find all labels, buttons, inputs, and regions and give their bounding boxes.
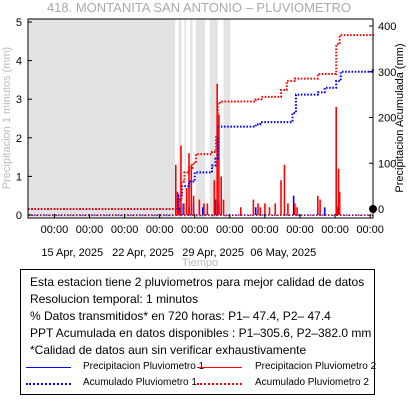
legend-label-p1-bar: Precipitacion Pluviometro 1 bbox=[83, 361, 205, 372]
left-tick-label: 2 bbox=[16, 133, 22, 145]
info-line-3: % Datos transmitidos* en 720 horas: P1– … bbox=[30, 309, 331, 323]
ylabel-left: Precipitacion 1 minutos (mm) bbox=[1, 47, 13, 189]
chart: 418. MONTANITA SAN ANTONIO – PLUVIOMETRO… bbox=[1, 0, 406, 268]
left-axis: 0 1 2 3 4 5 bbox=[16, 17, 32, 222]
right-tick-label: 400 bbox=[378, 21, 396, 33]
x-axis: 00:00 00:00 00:00 00:00 00:00 00:00 00:00 00:00… bbox=[41, 214, 384, 259]
x-date-label: 29 Apr, 2025 bbox=[182, 247, 244, 259]
x-tick-label: 00:00 bbox=[181, 224, 209, 236]
info-line-5: *Calidad de datos aun sin verificar exha… bbox=[30, 343, 307, 357]
left-tick-label: 4 bbox=[16, 56, 22, 68]
legend-symbol-p2-acc bbox=[197, 383, 242, 385]
legend-label-p2-bar: Precipitacion Pluviometro 2 bbox=[255, 361, 377, 372]
xlabel: Tiempo bbox=[182, 257, 218, 268]
legend-label-p2-acc: Acumulado Pluviometro 2 bbox=[255, 377, 369, 388]
no-data-shading bbox=[28, 19, 373, 218]
left-tick-label: 5 bbox=[16, 17, 22, 29]
legend-symbol-p1-bar bbox=[26, 367, 71, 368]
no-data-band bbox=[195, 19, 206, 218]
x-tick-label: 00:00 bbox=[146, 224, 174, 236]
accumulated-line bbox=[28, 69, 374, 210]
ylabel-right: Precipitacion Acumulada (mm) bbox=[394, 43, 406, 192]
right-tick-label: 200 bbox=[378, 113, 396, 125]
no-data-band bbox=[178, 19, 182, 218]
accumulated-line bbox=[28, 34, 374, 210]
x-tick-label: 00:00 bbox=[286, 224, 314, 236]
end-marker bbox=[369, 205, 377, 213]
left-tick-label: 1 bbox=[16, 171, 22, 183]
no-data-band bbox=[223, 19, 231, 218]
no-data-band bbox=[184, 19, 187, 218]
info-legend-box: Esta estacion tiene 2 pluviometros para … bbox=[20, 269, 377, 395]
x-tick-label: 00:00 bbox=[111, 224, 139, 236]
x-date-label: 15 Apr, 2025 bbox=[41, 247, 103, 259]
legend-symbol-p1-acc bbox=[26, 383, 71, 385]
right-tick-label: 100 bbox=[378, 158, 396, 170]
right-axis: 0 100 200 300 400 bbox=[369, 21, 396, 216]
x-tick-label: 00:00 bbox=[356, 224, 384, 236]
x-date-label: 22 Apr, 2025 bbox=[112, 247, 174, 259]
info-line-1: Esta estacion tiene 2 pluviometros para … bbox=[30, 275, 365, 289]
legend-label-p1-acc: Acumulado Pluviometro 1 bbox=[83, 377, 197, 388]
no-data-band bbox=[190, 19, 193, 218]
no-data-band bbox=[28, 19, 176, 218]
legend-symbol-p2-bar bbox=[197, 367, 242, 368]
x-tick-label: 00:00 bbox=[41, 224, 69, 236]
left-tick-label: 3 bbox=[16, 94, 22, 106]
x-tick-label: 00:00 bbox=[321, 224, 349, 236]
chart-title: 418. MONTANITA SAN ANTONIO – PLUVIOMETRO bbox=[47, 0, 351, 15]
accumulated-lines bbox=[28, 34, 374, 210]
info-line-4: PPT Acumulada en datos disponibles : P1–… bbox=[30, 326, 372, 340]
x-tick-label: 00:00 bbox=[216, 224, 244, 236]
info-line-2: Resolucion temporal: 1 minutos bbox=[30, 292, 199, 306]
no-data-band bbox=[209, 19, 218, 218]
right-tick-label: 0 bbox=[378, 204, 384, 216]
x-tick-label: 00:00 bbox=[251, 224, 279, 236]
plot-frame bbox=[27, 18, 374, 219]
x-tick-label: 00:00 bbox=[76, 224, 104, 236]
right-tick-label: 300 bbox=[378, 67, 396, 79]
left-tick-label: 0 bbox=[16, 210, 22, 222]
x-date-label: 06 May, 2025 bbox=[250, 247, 316, 259]
